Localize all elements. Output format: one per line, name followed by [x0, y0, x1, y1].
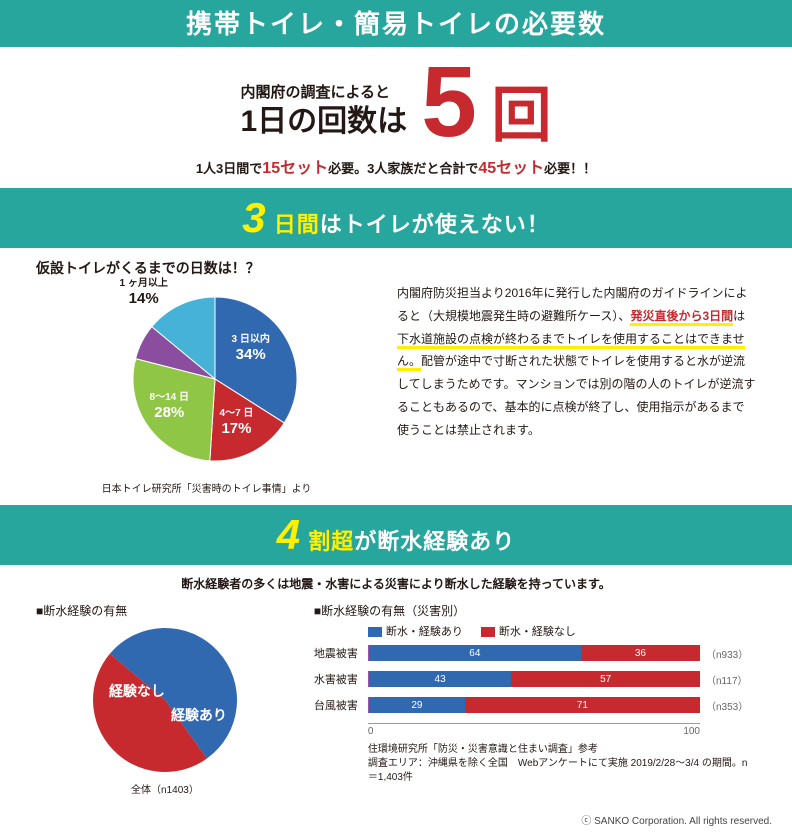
top-stat: 内閣府の調査によると 1日の回数は 5 回 1人3日間で15セット必要。3人家族… [0, 47, 792, 188]
section-bottom: 断水経験者の多くは地震・水害による災害により断水した経験を持っています。 ■断水… [0, 565, 792, 806]
band-3: 4 割超が断水経験あり [0, 505, 792, 565]
bars-axis: 0100 [368, 723, 700, 737]
pie1-caption: 日本トイレ研究所「災害時のトイレ事情」より [36, 480, 377, 495]
pie2-caption: 全体（n1403） [36, 781, 294, 796]
sub-intro: 断水経験者の多くは地震・水害による災害により断水した経験を持っています。 [36, 575, 756, 592]
paragraph: 内閣府防災担当より2016年に発行した内閣府のガイドラインによると（大規模地震発… [397, 258, 756, 495]
copyright: ⓒ SANKO Corporation. All rights reserved… [0, 806, 792, 837]
pie2: 経験なし 経験あり [75, 625, 255, 775]
pie2-title: ■断水経験の有無 [36, 602, 294, 619]
bars: 地震被害6436（n933）水害被害4357（n117）台風被害2971（n35… [314, 645, 756, 713]
band-2: 3 日間はトイレが使えない！ [0, 188, 792, 248]
big-unit: 回 [475, 82, 552, 149]
bars-caption: 住環境研究所「防災・災害意識と住まい調査」参考 調査エリア：沖縄県を除く全国 W… [368, 743, 756, 785]
big-number: 5 [421, 46, 475, 158]
bars-legend: 断水・経験あり 断水・経験なし [368, 623, 756, 639]
subline: 1人3日間で15セット必要。3人家族だと合計で45セット必要！！ [36, 154, 756, 178]
section-pie1: 仮設トイレがくるまでの日数は！？ 3 日以内34% 4〜7 日17% 8〜14 … [0, 248, 792, 505]
bars-title: ■断水経験の有無（災害別） [314, 602, 756, 619]
lead2: 1日の回数は [241, 96, 408, 140]
pie1: 3 日以内34% 4〜7 日17% 8〜14 日28% 15〜30 日7% 1 … [92, 284, 322, 474]
pie1-title: 仮設トイレがくるまでの日数は！？ [36, 258, 377, 278]
title-band: 携帯トイレ・簡易トイレの必要数 [0, 0, 792, 47]
